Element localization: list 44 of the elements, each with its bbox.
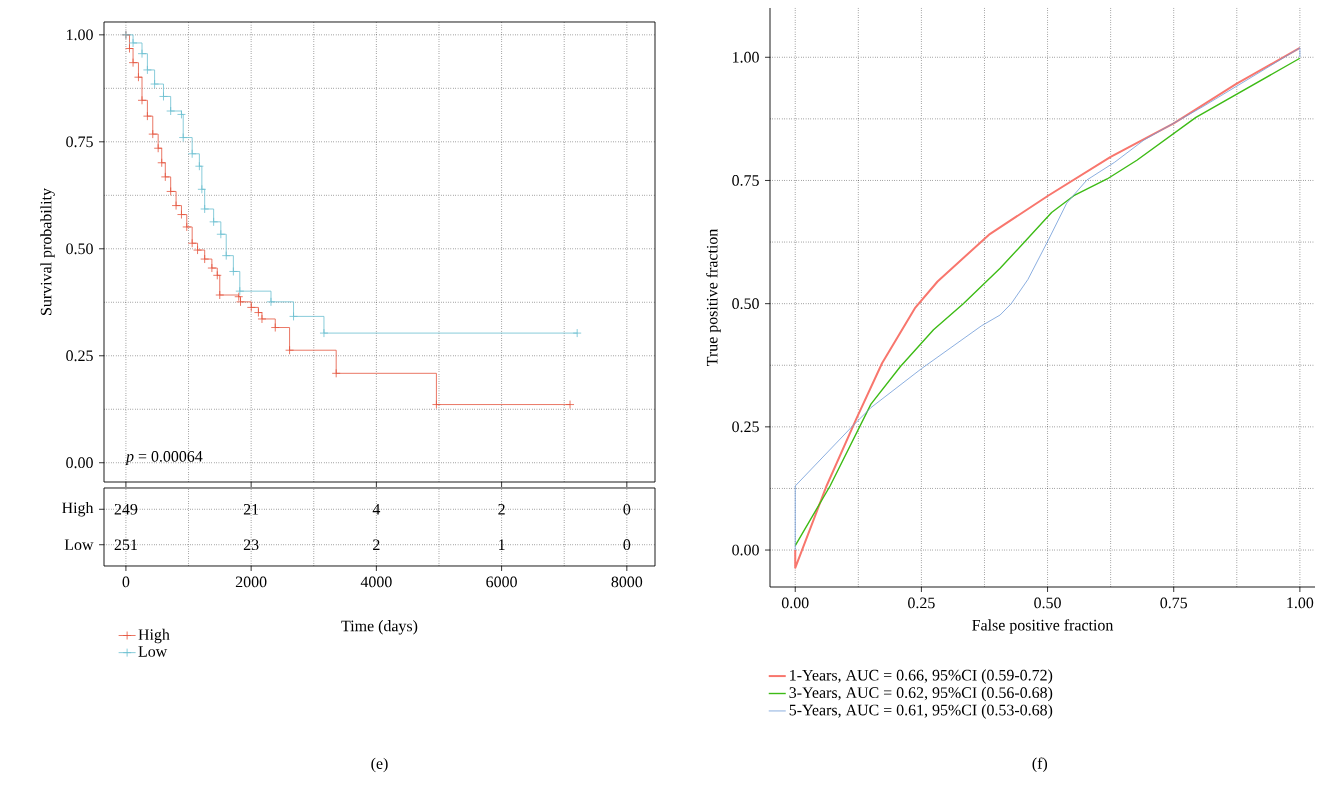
legend-label: High (138, 628, 170, 644)
y-tick-label: 1.00 (67, 29, 93, 41)
x-tick-label: 2000 (235, 576, 267, 588)
text: (f) (1032, 757, 1048, 773)
data-label: 1 (499, 539, 505, 550)
data-label: 23 (243, 539, 259, 551)
y-tick-label: 0.75 (732, 175, 759, 186)
x-axis-title: Time (days) (341, 620, 418, 635)
y-axis-title: True positive fraction (706, 228, 721, 366)
x-tick-label: 6000 (486, 576, 517, 588)
legend-label: 3-Years, AUC = 0.62, 95%CI (0.56-0.68) (789, 686, 1053, 702)
y-tick-label: 0.00 (732, 544, 759, 556)
text: (e) (371, 757, 388, 773)
y-tick-label: Low (64, 539, 94, 551)
data-label: 2 (498, 504, 505, 515)
data-label: 4 (372, 504, 381, 515)
x-tick-label: 0.00 (781, 597, 809, 609)
data-label: 2 (373, 539, 380, 550)
x-axis-title: False positive fraction (972, 619, 1114, 634)
x-tick-label: 0.75 (1160, 597, 1188, 609)
y-tick-label: 0.25 (732, 421, 759, 433)
data-label: 21 (243, 504, 259, 515)
y-tick-label: High (62, 502, 94, 517)
x-tick-label: 8000 (611, 576, 643, 588)
data-label: 251 (114, 539, 137, 551)
y-tick-label: 0.00 (66, 457, 93, 469)
legend-label: 1-Years, AUC = 0.66, 95%CI (0.59-0.72) (790, 669, 1053, 684)
x-tick-label: 0.25 (908, 597, 935, 609)
y-tick-label: 0.50 (732, 298, 759, 310)
data-label: 249 (114, 503, 138, 515)
x-tick-label: 0.50 (1034, 597, 1061, 609)
y-tick-label: 1.00 (733, 51, 759, 63)
x-tick-label: 0 (122, 576, 130, 588)
data-label: 0 (623, 539, 631, 551)
legend-label: Low (138, 646, 168, 657)
legend-label: 5-Years, AUC = 0.61, 95%CI (0.53-0.68) (789, 704, 1053, 719)
x-tick-label: 4000 (360, 576, 392, 588)
y-tick-label: 0.25 (66, 350, 93, 362)
data-label: 0 (623, 503, 631, 515)
x-tick-label: 1.00 (1287, 597, 1314, 609)
y-tick-label: 0.50 (66, 243, 93, 255)
annotation: p = 0.00064 (125, 451, 203, 465)
y-tick-label: 0.75 (66, 136, 93, 148)
y-axis-title: Survival probability (40, 188, 55, 315)
